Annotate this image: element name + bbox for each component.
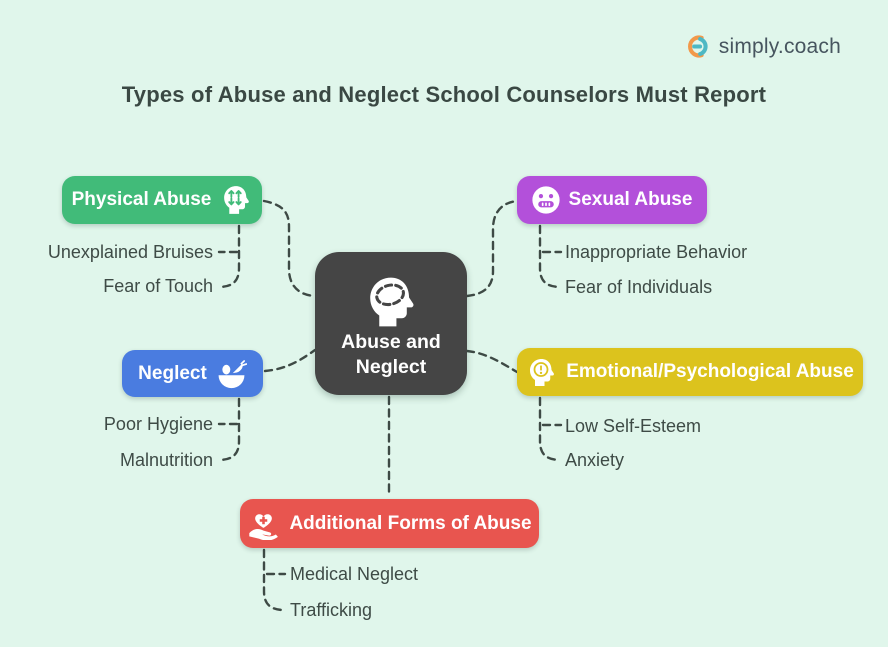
center-label-line2: Neglect — [355, 355, 427, 378]
leaf-fear-of-touch: Fear of Touch — [103, 276, 213, 296]
node-neglect[interactable]: Neglect — [122, 350, 263, 397]
connector-emotional-items — [538, 396, 560, 462]
node-emotional-psychological-abuse[interactable]: Emotional/Psychological Abuse — [517, 348, 863, 396]
connector-physical-to-center — [262, 199, 317, 298]
leaf-malnutrition: Malnutrition — [119, 450, 213, 470]
brand-name: simply.coach — [718, 34, 841, 58]
center-label-line1: Abuse and — [341, 330, 441, 353]
hand-heart-icon — [249, 514, 279, 540]
leaf-low-self-esteem: Low Self-Esteem — [565, 416, 702, 436]
connector-additional-items — [262, 548, 284, 612]
grimace-face-icon — [531, 186, 560, 214]
leaf-trafficking: Trafficking — [290, 600, 373, 620]
connector-physical-items — [219, 224, 241, 289]
connector-sexual-items — [538, 224, 560, 289]
page-title: Types of Abuse and Neglect School Counse… — [121, 82, 767, 107]
node-sexual-abuse[interactable]: Sexual Abuse — [517, 176, 707, 224]
leaf-fear-of-individuals: Fear of Individuals — [565, 277, 713, 297]
head-brain-dashed-icon — [370, 277, 414, 326]
node-abuse-and-neglect[interactable]: Abuse and Neglect — [315, 252, 467, 395]
node-neglect-label: Neglect — [138, 362, 207, 384]
leaf-anxiety: Anxiety — [565, 450, 625, 470]
connector-neglect-items — [219, 397, 241, 462]
node-sexual-abuse-label: Sexual Abuse — [568, 189, 693, 210]
leaf-medical-neglect: Medical Neglect — [290, 564, 419, 584]
node-additional-abuse-label: Additional Forms of Abuse — [289, 512, 532, 534]
node-physical-abuse-label: Physical Abuse — [71, 189, 212, 210]
simplycoach-logo-icon — [687, 35, 708, 58]
connector-center-to-sexual — [465, 199, 519, 298]
node-additional-forms-of-abuse[interactable]: Additional Forms of Abuse — [240, 499, 539, 548]
brand-logo[interactable]: simply.coach — [684, 33, 841, 60]
head-exclamation-icon — [530, 358, 555, 386]
leaf-poor-hygiene: Poor Hygiene — [103, 414, 213, 434]
leaf-inappropriate-behavior: Inappropriate Behavior — [565, 242, 748, 262]
node-emotional-abuse-label: Emotional/Psychological Abuse — [566, 361, 854, 382]
connector-neglect-to-center — [263, 348, 317, 373]
food-bowl-icon — [218, 360, 247, 389]
connector-center-to-emotional — [465, 349, 519, 374]
node-physical-abuse[interactable]: Physical Abuse — [62, 176, 262, 224]
head-arrows-icon — [224, 186, 250, 214]
leaf-unexplained-bruises: Unexplained Bruises — [47, 242, 213, 262]
